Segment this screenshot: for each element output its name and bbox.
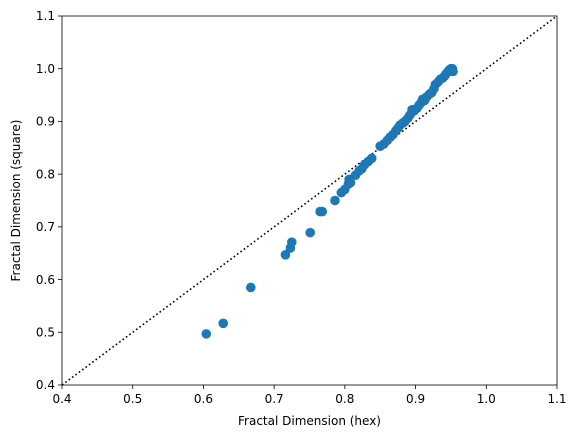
data-point	[330, 195, 340, 206]
data-point	[218, 318, 229, 329]
plot-area	[61, 15, 558, 386]
y-tick-label: 0.7	[36, 220, 55, 234]
reference-line	[61, 15, 558, 386]
y-tick-label: 0.9	[36, 115, 55, 129]
x-tick-label: 0.4	[52, 392, 71, 406]
data-point	[246, 282, 256, 293]
x-tick-label: 0.5	[123, 392, 142, 406]
y-tick-label: 0.6	[36, 273, 55, 287]
axis-ticks: 0.4 0.5 0.6 0.7 0.8 0.9 1.0 1.1 0.4 0.5 0.6 0.7 0.8 0…	[36, 9, 567, 406]
y-tick-label: 1.1	[36, 9, 55, 23]
x-tick-label: 0.8	[335, 392, 354, 406]
x-axis-label: Fractal Dimension (hex)	[238, 414, 381, 428]
data-point	[201, 329, 212, 339]
y-tick-label: 1.0	[36, 62, 55, 76]
y-tick-label: 0.5	[36, 325, 55, 339]
x-tick-label: 0.7	[265, 392, 284, 406]
x-tick-label: 1.0	[477, 392, 496, 406]
x-tick-label: 0.6	[194, 392, 213, 406]
y-tick-label: 0.4	[36, 378, 55, 392]
y-axis-label: Fractal Dimension (square)	[9, 120, 23, 282]
data-point	[317, 206, 328, 217]
y-tick-label: 0.8	[36, 167, 55, 181]
data-point	[280, 249, 291, 260]
data-point	[345, 177, 356, 188]
data-point	[287, 237, 297, 247]
data-point	[446, 66, 457, 76]
x-tick-label: 0.9	[406, 392, 425, 406]
plot-frame	[61, 15, 558, 386]
data-point	[366, 153, 377, 164]
x-tick-label: 1.1	[547, 392, 566, 406]
data-point	[305, 227, 316, 238]
